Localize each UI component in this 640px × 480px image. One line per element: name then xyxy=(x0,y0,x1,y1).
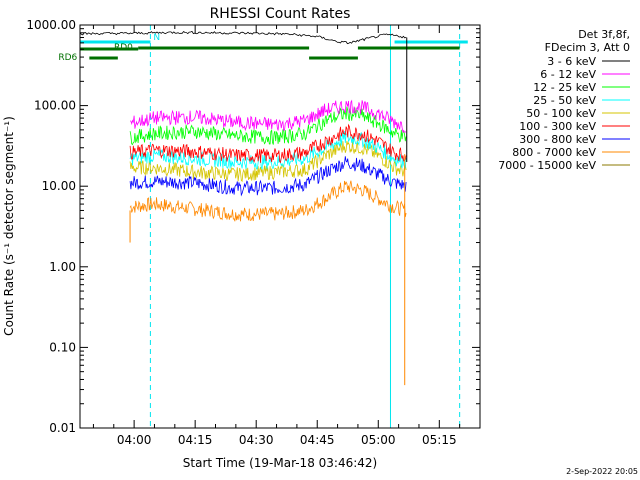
series-line xyxy=(129,140,407,183)
series-line xyxy=(129,156,407,197)
legend-label: 100 - 300 keV xyxy=(519,120,596,133)
x-tick-label: 04:45 xyxy=(300,433,335,447)
legend-label: 25 - 50 keV xyxy=(533,94,596,107)
legend-label: 300 - 800 keV xyxy=(519,133,596,146)
attenuator-label: RD6 xyxy=(58,53,77,63)
legend-label: 7000 - 15000 keV xyxy=(498,159,596,172)
cyan-bar-label: N xyxy=(153,33,160,43)
y-tick-label: 10.00 xyxy=(42,179,76,193)
y-tick-label: 0.01 xyxy=(49,421,76,435)
attenuator-label: RD0 xyxy=(114,43,133,53)
series-line xyxy=(129,180,407,222)
plot-frame xyxy=(79,24,481,429)
x-tick-label: 04:00 xyxy=(117,433,152,447)
x-tick-label: 05:00 xyxy=(361,433,396,447)
legend-label: 3 - 6 keV xyxy=(547,55,596,68)
legend-label: 12 - 25 keV xyxy=(533,81,596,94)
series-line xyxy=(129,123,407,164)
legend-header: FDecim 3, Att 0 xyxy=(545,41,630,54)
y-tick-label: 1.00 xyxy=(49,260,76,274)
footer-timestamp: 2-Sep-2022 20:05 xyxy=(566,467,638,476)
x-axis: 04:00 04:15 04:30 04:45 05:00 05:15 xyxy=(92,25,481,447)
y-axis-label: Count Rate (s⁻¹ detector segment⁻¹) xyxy=(2,116,16,336)
chart-title: RHESSI Count Rates xyxy=(210,6,351,22)
x-tick-label: 04:15 xyxy=(178,433,213,447)
y-axis: 0.01 0.10 1.00 10.00 100.00 1000.00 xyxy=(26,18,480,435)
legend-label: 800 - 7000 keV xyxy=(512,146,596,159)
x-axis-label: Start Time (19-Mar-18 03:46:42) xyxy=(183,456,377,470)
series-line xyxy=(129,99,407,134)
y-tick-label: 1000.00 xyxy=(26,18,76,32)
x-tick-label: 05:15 xyxy=(422,433,457,447)
x-tick-label: 04:30 xyxy=(239,433,274,447)
legend-label: 6 - 12 keV xyxy=(540,68,596,81)
legend-header: Det 3f,8f, xyxy=(578,28,630,41)
y-tick-label: 100.00 xyxy=(34,99,76,113)
plot-area: N RD0 RD6 xyxy=(58,25,468,428)
y-tick-label: 0.10 xyxy=(49,340,76,354)
legend-label: 50 - 100 keV xyxy=(526,107,596,120)
